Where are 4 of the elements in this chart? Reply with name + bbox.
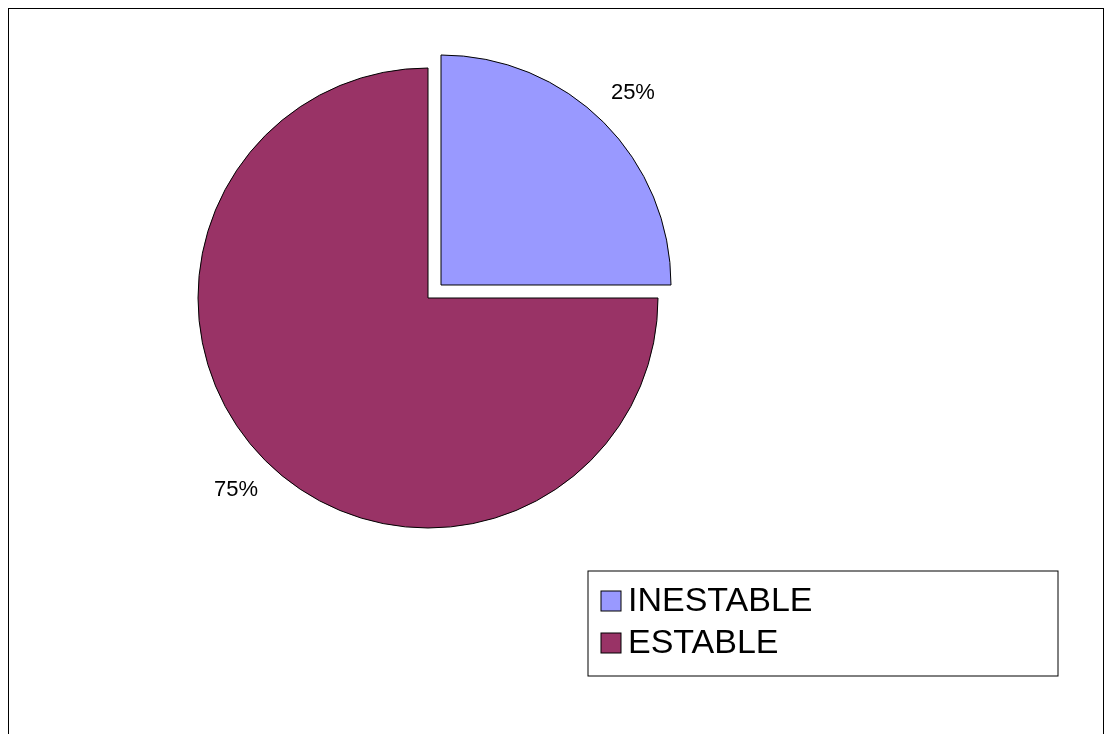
legend-label: INESTABLE xyxy=(628,579,813,618)
data-label: 25% xyxy=(610,78,655,104)
legend-label: ESTABLE xyxy=(628,621,779,660)
data-label: 75% xyxy=(214,475,259,501)
